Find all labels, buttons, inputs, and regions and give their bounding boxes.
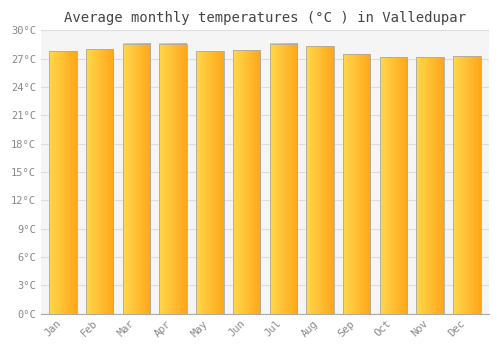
Bar [122,44,150,314]
Bar [196,51,224,314]
Bar [49,51,77,314]
Bar [160,44,187,314]
Bar [343,54,370,314]
Bar [453,56,480,314]
Bar [233,50,260,314]
Bar [380,57,407,314]
Bar [270,44,297,314]
Bar [416,57,444,314]
Bar [86,49,114,314]
Title: Average monthly temperatures (°C ) in Valledupar: Average monthly temperatures (°C ) in Va… [64,11,466,25]
Bar [306,47,334,314]
